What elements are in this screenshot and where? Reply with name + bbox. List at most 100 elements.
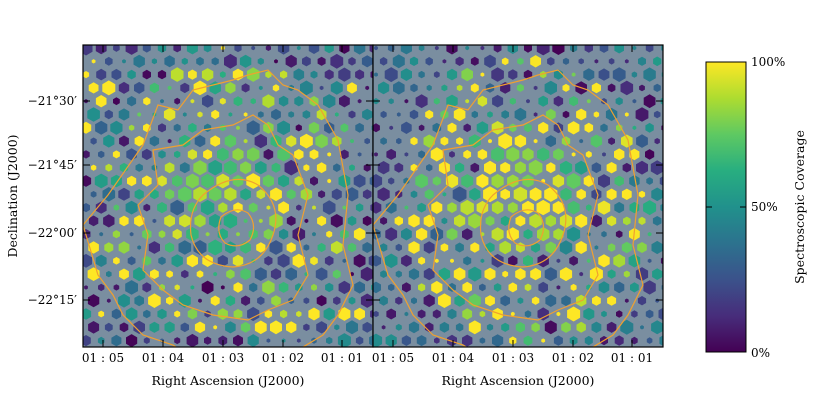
coverage-hexagon bbox=[415, 173, 428, 189]
coverage-hexagon bbox=[201, 173, 214, 189]
x-tick-label: 01 : 05 bbox=[372, 351, 414, 365]
coverage-hexagon bbox=[623, 270, 630, 278]
coverage-hexagon bbox=[638, 56, 646, 66]
coverage-hexagon bbox=[369, 45, 373, 53]
coverage-hexagon bbox=[188, 122, 197, 133]
coverage-hexagon bbox=[172, 175, 183, 187]
coverage-hexagon bbox=[446, 228, 458, 241]
coverage-hexagon bbox=[531, 242, 541, 253]
coverage-hexagon bbox=[353, 254, 366, 268]
coverage-hexagon bbox=[112, 150, 120, 159]
coverage-hexagon bbox=[256, 189, 266, 200]
coverage-hexagon bbox=[410, 190, 418, 199]
coverage-hexagon bbox=[142, 282, 152, 293]
coverage-hexagon bbox=[614, 148, 625, 161]
coverage-hexagon bbox=[91, 59, 96, 64]
coverage-hexagon bbox=[309, 149, 319, 160]
coverage-hexagon bbox=[316, 321, 327, 334]
coverage-hexagon bbox=[522, 174, 534, 188]
coverage-hexagon bbox=[509, 97, 516, 105]
coverage-hexagon bbox=[576, 321, 586, 333]
coverage-hexagon bbox=[179, 134, 191, 148]
coverage-hexagon bbox=[578, 58, 584, 65]
coverage-hexagon bbox=[571, 152, 576, 157]
coverage-hexagon bbox=[119, 268, 129, 280]
coverage-hexagon bbox=[645, 149, 655, 160]
coverage-hexagon bbox=[652, 348, 662, 359]
coverage-hexagon bbox=[233, 96, 243, 107]
coverage-hexagon bbox=[327, 152, 332, 157]
coverage-hexagon bbox=[265, 71, 272, 79]
coverage-hexagon bbox=[133, 267, 146, 282]
coverage-hexagon bbox=[423, 294, 435, 308]
coverage-hexagon bbox=[254, 320, 267, 335]
coverage-hexagon bbox=[606, 321, 617, 333]
coverage-hexagon bbox=[236, 232, 240, 237]
coverage-hexagon bbox=[179, 162, 190, 174]
coverage-hexagon bbox=[547, 57, 555, 66]
coverage-hexagon bbox=[380, 216, 388, 225]
coverage-hexagon bbox=[567, 226, 581, 242]
coverage-hexagon bbox=[88, 82, 99, 94]
coverage-hexagon bbox=[388, 177, 395, 185]
coverage-hexagon bbox=[316, 295, 327, 307]
colorbar: 0% 50% 100% Spectroscopic Coverage bbox=[705, 55, 807, 360]
coverage-hexagon bbox=[523, 69, 533, 80]
coverage-hexagon bbox=[561, 295, 571, 307]
coverage-hexagon bbox=[362, 189, 372, 200]
coverage-hexagon bbox=[197, 111, 203, 118]
coverage-hexagon bbox=[226, 269, 235, 279]
coverage-hexagon bbox=[455, 242, 464, 253]
colorbar-tick-label: 100% bbox=[751, 55, 785, 69]
coverage-hexagon bbox=[262, 280, 275, 295]
coverage-hexagon bbox=[468, 320, 481, 335]
coverage-hexagon bbox=[174, 150, 181, 159]
coverage-hexagon bbox=[659, 176, 663, 186]
coverage-hexagon bbox=[624, 298, 629, 303]
coverage-hexagon bbox=[357, 152, 362, 157]
x-tick-label: 01 : 04 bbox=[432, 351, 475, 365]
coverage-hexagon bbox=[591, 162, 602, 174]
coverage-hexagon bbox=[355, 69, 365, 80]
coverage-hexagon bbox=[324, 255, 334, 266]
coverage-hexagon bbox=[492, 94, 504, 108]
coverage-hexagon bbox=[491, 146, 505, 162]
coverage-hexagon bbox=[507, 202, 518, 214]
coverage-hexagon bbox=[552, 45, 565, 55]
coverage-hexagon bbox=[187, 202, 198, 214]
coverage-hexagon bbox=[84, 285, 88, 290]
coverage-hexagon bbox=[447, 202, 457, 213]
coverage-hexagon bbox=[470, 162, 480, 173]
coverage-hexagon bbox=[517, 57, 524, 65]
coverage-hexagon bbox=[373, 174, 383, 188]
coverage-hexagon bbox=[598, 254, 610, 268]
coverage-hexagon bbox=[455, 323, 464, 332]
coverage-hexagon bbox=[228, 112, 233, 117]
coverage-hexagon bbox=[263, 228, 274, 240]
coverage-hexagon bbox=[492, 334, 504, 347]
coverage-hexagon bbox=[105, 163, 113, 172]
coverage-hexagon bbox=[536, 199, 550, 216]
coverage-hexagon bbox=[141, 148, 152, 161]
coverage-hexagon bbox=[316, 108, 327, 121]
coverage-hexagon bbox=[514, 107, 527, 122]
coverage-hexagon bbox=[310, 70, 318, 79]
coverage-hexagon bbox=[431, 201, 443, 214]
coverage-hexagon bbox=[570, 283, 577, 291]
coverage-hexagon bbox=[545, 294, 557, 307]
coverage-hexagon bbox=[308, 121, 320, 134]
coverage-hexagon bbox=[188, 69, 197, 80]
coverage-hexagon bbox=[373, 281, 381, 294]
coverage-hexagon bbox=[417, 309, 426, 319]
coverage-hexagon bbox=[225, 321, 236, 334]
coverage-hexagon bbox=[605, 107, 618, 122]
coverage-hexagon bbox=[143, 97, 151, 106]
coverage-hexagon bbox=[187, 308, 198, 320]
coverage-hexagon bbox=[403, 177, 410, 185]
coverage-hexagon bbox=[118, 293, 130, 308]
coverage-hexagon bbox=[374, 152, 378, 157]
coverage-hexagon bbox=[106, 298, 111, 303]
coverage-hexagon bbox=[225, 82, 236, 94]
coverage-hexagon bbox=[553, 335, 563, 346]
coverage-hexagon bbox=[172, 228, 182, 240]
